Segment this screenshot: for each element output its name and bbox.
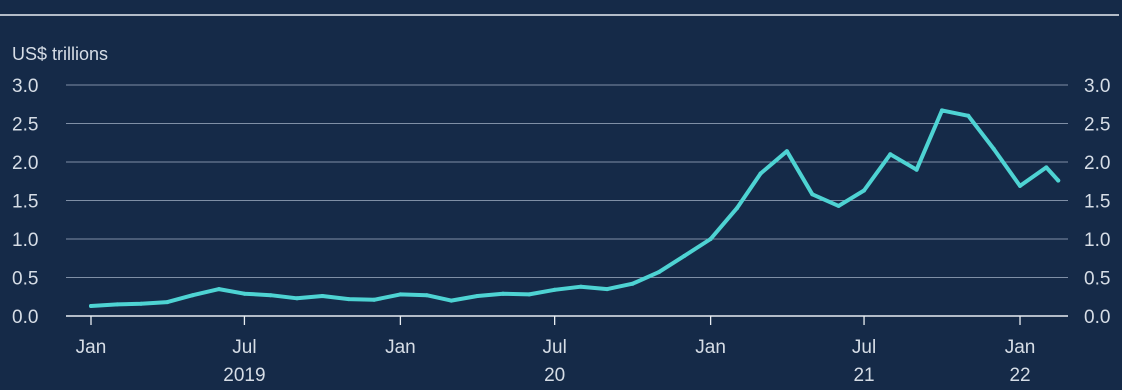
y-tick-label-right: 2.0 xyxy=(1084,153,1110,174)
data-point xyxy=(424,293,429,298)
data-point xyxy=(501,291,505,296)
data-point xyxy=(708,237,713,241)
y-tick-label-left: 0.5 xyxy=(12,269,38,290)
data-point xyxy=(139,301,143,306)
data-point xyxy=(836,203,841,208)
x-year-label: 20 xyxy=(544,365,565,385)
data-point xyxy=(656,270,661,275)
data-point xyxy=(914,167,919,172)
x-year-label: 2019 xyxy=(223,365,265,385)
x-tick-label: Jul xyxy=(543,337,567,358)
data-point xyxy=(115,302,120,307)
data-point xyxy=(682,253,687,258)
data-point xyxy=(217,287,221,292)
data-point xyxy=(165,300,170,305)
data-point xyxy=(449,298,454,303)
data-point xyxy=(1056,178,1061,183)
data-point xyxy=(630,281,635,286)
x-tick-label: Jan xyxy=(1005,337,1036,358)
data-point xyxy=(734,206,739,211)
data-point xyxy=(888,152,893,157)
data-point xyxy=(940,108,944,113)
y-tick-label-left: 2.5 xyxy=(12,115,38,136)
gridlines xyxy=(66,84,1068,317)
data-point xyxy=(810,192,815,197)
data-point xyxy=(242,291,247,296)
y-axis-left: 0.0 0.5 1.0 1.5 2.0 2.5 3.0 xyxy=(12,76,38,328)
y-tick-label-left: 1.0 xyxy=(12,230,38,251)
data-point xyxy=(552,287,557,292)
data-point xyxy=(605,287,610,292)
y-tick-label-right: 2.5 xyxy=(1084,115,1110,136)
y-tick-label-right: 0.5 xyxy=(1084,269,1110,290)
data-point xyxy=(527,292,532,297)
x-tick-label: Jul xyxy=(232,337,256,358)
data-point xyxy=(190,293,195,298)
x-year-label: 21 xyxy=(853,365,874,385)
unit-label: US$ trillions xyxy=(12,44,108,64)
x-tick-label: Jan xyxy=(385,337,416,358)
data-point xyxy=(268,293,273,298)
y-tick-label-left: 2.0 xyxy=(12,153,38,174)
data-point xyxy=(578,284,583,289)
data-point xyxy=(991,146,996,151)
data-point xyxy=(346,297,351,302)
data-point xyxy=(398,292,403,297)
data-point xyxy=(758,171,763,176)
y-tick-label-left: 3.0 xyxy=(12,76,38,97)
data-point xyxy=(475,294,480,298)
series-layer xyxy=(89,108,1061,308)
y-tick-label-right: 1.0 xyxy=(1084,230,1110,251)
y-tick-label-right: 1.5 xyxy=(1084,192,1110,213)
data-point xyxy=(1044,165,1049,170)
data-point xyxy=(966,113,971,118)
data-point xyxy=(320,294,325,298)
y-tick-label-right: 3.0 xyxy=(1084,76,1110,97)
data-point xyxy=(372,297,377,302)
y-axis-right: 0.0 0.5 1.0 1.5 2.0 2.5 3.0 xyxy=(1084,76,1110,328)
data-point xyxy=(1018,183,1022,188)
x-axis: Jan Jul 2019 Jan Jul 20 Jan Jul 21 Jan 22 xyxy=(76,316,1036,386)
y-tick-label-right: 0.0 xyxy=(1084,307,1110,328)
data-point xyxy=(784,149,789,154)
x-tick-label: Jul xyxy=(852,337,876,358)
y-tick-label-left: 1.5 xyxy=(12,192,38,213)
data-point xyxy=(295,296,299,301)
data-point xyxy=(862,188,866,193)
y-tick-label-left: 0.0 xyxy=(12,307,38,328)
x-tick-label: Jan xyxy=(76,337,107,358)
data-point xyxy=(89,304,93,308)
x-tick-label: Jan xyxy=(695,337,726,358)
series-line xyxy=(89,108,1061,308)
x-year-label: 22 xyxy=(1009,365,1030,385)
